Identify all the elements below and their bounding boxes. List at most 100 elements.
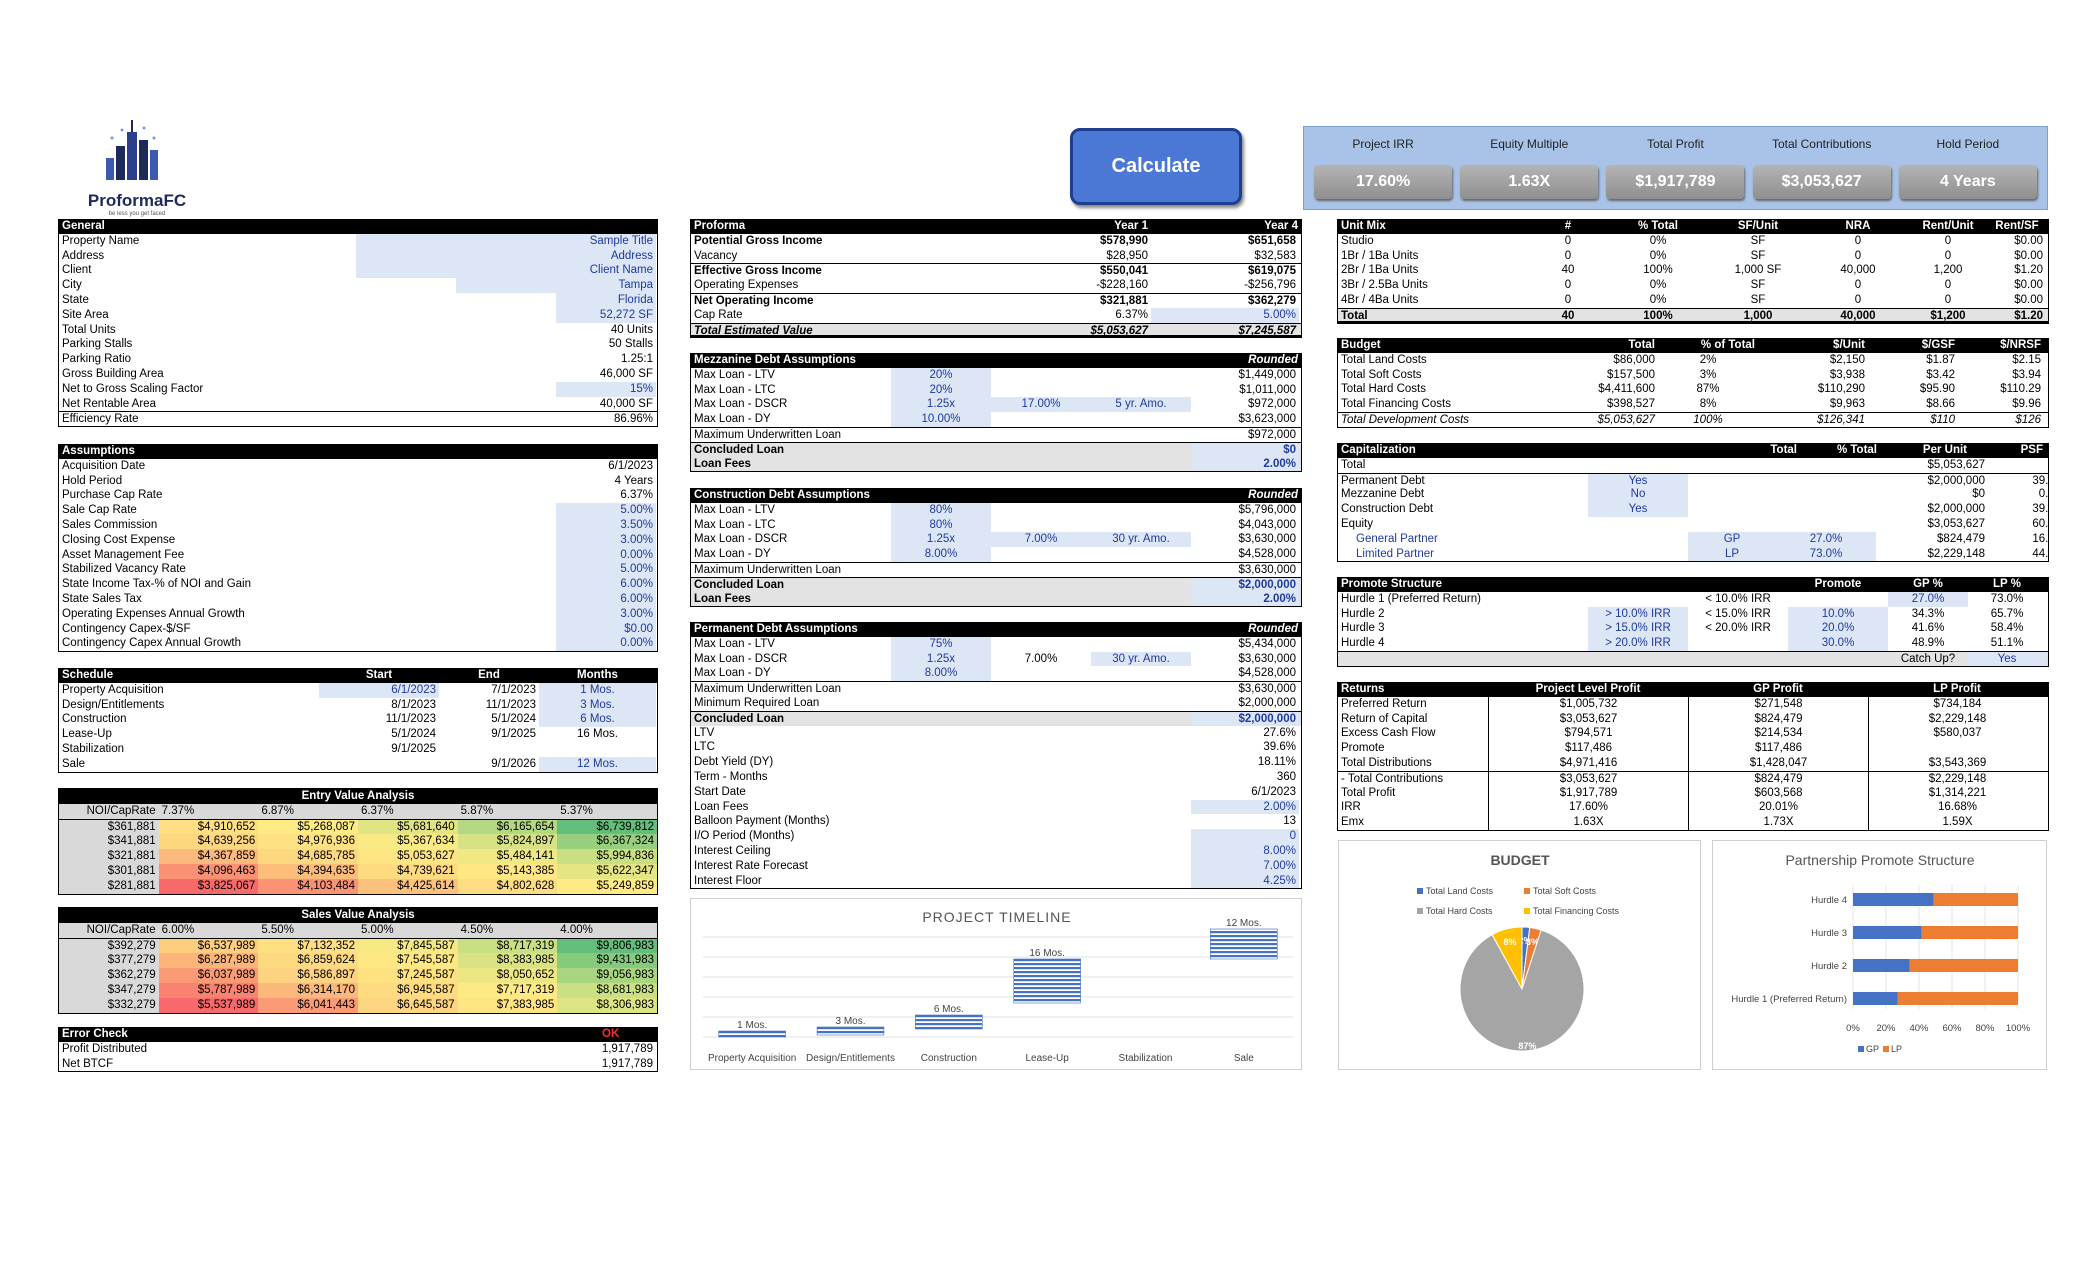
timeline-category-label: Lease-Up — [1025, 1053, 1069, 1064]
permanent-value[interactable]: 4.25% — [1191, 873, 1299, 889]
assumption-value[interactable]: 0.00% — [556, 636, 656, 652]
returns-header: Returns — [1341, 683, 1385, 695]
kpi-value-button[interactable]: $3,053,627 — [1752, 165, 1891, 199]
grid-cell: $7,845,587 — [357, 938, 458, 954]
assumption-value[interactable]: 6.00% — [556, 591, 656, 607]
promote-cell: 51.1% — [1990, 637, 2024, 650]
permanent-amort — [1091, 726, 1191, 741]
schedule-months[interactable]: 12 Mos. — [539, 756, 656, 772]
promote-cell[interactable]: 30.0% — [1788, 636, 1888, 651]
debt-rate — [991, 412, 1091, 427]
assumption-value[interactable]: $0.00 — [556, 621, 656, 637]
general-value[interactable]: Florida — [556, 292, 656, 308]
general-value[interactable]: Client Name — [356, 263, 656, 279]
assumption-value[interactable]: 3.00% — [556, 606, 656, 622]
debt-input[interactable]: 1.25x — [891, 532, 991, 548]
cap-cell — [1688, 474, 1776, 488]
proforma-year4-value[interactable]: 5.00% — [1151, 307, 1299, 323]
debt-amort[interactable]: 5 yr. Amo. — [1091, 397, 1191, 413]
permanent-value[interactable]: 7.00% — [1191, 858, 1299, 874]
debt-value[interactable]: 2.00% — [1191, 591, 1299, 607]
assumption-value[interactable]: 6.00% — [556, 577, 656, 592]
general-value[interactable]: 52,272 SF — [556, 307, 656, 323]
assumption-value[interactable]: 5.00% — [556, 503, 656, 518]
kpi-value-button[interactable]: 4 Years — [1898, 165, 2037, 199]
debt-value[interactable]: 2.00% — [1191, 456, 1299, 472]
promote-cell[interactable]: > 10.0% IRR — [1588, 606, 1688, 622]
assumption-value[interactable]: 3.50% — [556, 517, 656, 533]
assumption-label: State Sales Tax — [62, 592, 142, 605]
mezz-title: Mezzanine Debt Assumptions — [694, 354, 856, 366]
schedule-months[interactable]: 1 Mos. — [539, 682, 656, 698]
general-value[interactable]: 15% — [556, 381, 656, 397]
debt-amort[interactable]: 30 yr. Amo. — [1091, 532, 1191, 548]
schedule-months[interactable]: 3 Mos. — [539, 697, 656, 713]
permanent-value[interactable]: 8.00% — [1191, 843, 1299, 859]
debt-label: Maximum Underwritten Loan — [694, 428, 842, 441]
permanent-input[interactable]: 1.25x — [891, 651, 991, 667]
timeline-bar-label: 12 Mos. — [1226, 918, 1262, 929]
promote-cell[interactable]: 10.0% — [1788, 606, 1888, 622]
permanent-row: LTC 39.6% — [691, 740, 1301, 755]
debt-input[interactable]: 1.25x — [891, 397, 991, 413]
assumption-value: 6/1/2023 — [608, 459, 653, 472]
debt-row: Concluded Loan $0 — [691, 441, 1301, 457]
returns-cell: Emx — [1341, 816, 1364, 829]
debt-input[interactable]: 20% — [891, 382, 991, 398]
catchup-value[interactable]: Yes — [1968, 651, 2046, 666]
assumption-value[interactable]: 3.00% — [556, 532, 656, 548]
unit-mix-cell: $0.00 — [2014, 279, 2043, 292]
unit-mix-header: Unit Mix — [1341, 220, 1386, 232]
cap-cell[interactable]: Yes — [1588, 502, 1688, 517]
returns-row: Promote $117,486 $117,486 — [1338, 741, 2048, 756]
schedule-end: 5/1/2024 — [491, 713, 536, 726]
cap-cell[interactable]: No — [1588, 487, 1688, 503]
grid-col-header: 6.37% — [357, 803, 458, 820]
returns-cell: 1.73X — [1688, 815, 1868, 830]
permanent-value[interactable]: 0 — [1191, 829, 1299, 844]
kpi-value-button[interactable]: $1,917,789 — [1606, 165, 1745, 199]
grid-cell: $4,639,256 — [158, 834, 259, 850]
debt-input[interactable]: 20% — [891, 367, 991, 383]
timeline-bar-label: 3 Mos. — [835, 1016, 865, 1027]
proforma-year4-value: $651,658 — [1248, 234, 1296, 247]
timeline-category-label: Construction — [921, 1053, 977, 1064]
unit-mix-cell: 0 — [1564, 234, 1572, 247]
calculate-button[interactable]: Calculate — [1070, 128, 1242, 205]
capitalization-panel: Capitalization Total % Total Per Unit PSF To… — [1337, 443, 2049, 563]
general-value[interactable]: Sample Title — [356, 233, 656, 249]
promote-cell[interactable]: > 20.0% IRR — [1588, 636, 1688, 651]
permanent-input[interactable]: 8.00% — [891, 666, 991, 682]
kpi-value-button[interactable]: 17.60% — [1314, 165, 1453, 199]
debt-row: Max Loan - LTC 20% $1,011,000 — [691, 382, 1301, 398]
general-value[interactable]: Tampa — [456, 278, 656, 293]
promote-cell[interactable]: > 15.0% IRR — [1588, 621, 1688, 637]
promote-bar-lp — [1897, 992, 2018, 1005]
debt-input[interactable]: 80% — [891, 502, 991, 518]
assumption-row: State Income Tax-% of NOI and Gain 6.00% — [59, 577, 657, 592]
debt-value[interactable]: $0 — [1191, 442, 1299, 457]
debt-input[interactable]: 10.00% — [891, 412, 991, 427]
grid-col-header: 5.87% — [457, 803, 558, 820]
debt-input[interactable]: 80% — [891, 517, 991, 533]
budget-cell: $2.15 — [2012, 353, 2041, 366]
general-value[interactable]: Address — [356, 248, 656, 264]
permanent-value[interactable]: 2.00% — [1191, 799, 1299, 815]
cap-cell: $2,000,000 — [1927, 503, 1985, 516]
assumption-value[interactable]: 5.00% — [556, 562, 656, 578]
permanent-value[interactable]: $2,000,000 — [1191, 711, 1299, 726]
debt-input[interactable]: 8.00% — [891, 547, 991, 562]
kpi-value-button[interactable]: 1.63X — [1460, 165, 1599, 199]
x-tick-label: 60% — [1942, 1023, 1962, 1034]
error-check-label: Net BTCF — [62, 1057, 114, 1070]
unit-mix-cell: $0.00 — [2014, 293, 2043, 306]
promote-cell[interactable]: 20.0% — [1788, 621, 1888, 637]
assumption-value[interactable]: 0.00% — [556, 547, 656, 563]
debt-value[interactable]: $2,000,000 — [1191, 577, 1299, 592]
cap-header: Total — [1770, 444, 1797, 456]
permanent-input[interactable]: 75% — [891, 636, 991, 652]
permanent-input — [891, 740, 991, 755]
debt-row: Concluded Loan $2,000,000 — [691, 576, 1301, 592]
cap-cell[interactable]: Yes — [1588, 473, 1688, 488]
schedule-months[interactable]: 6 Mos. — [539, 712, 656, 728]
